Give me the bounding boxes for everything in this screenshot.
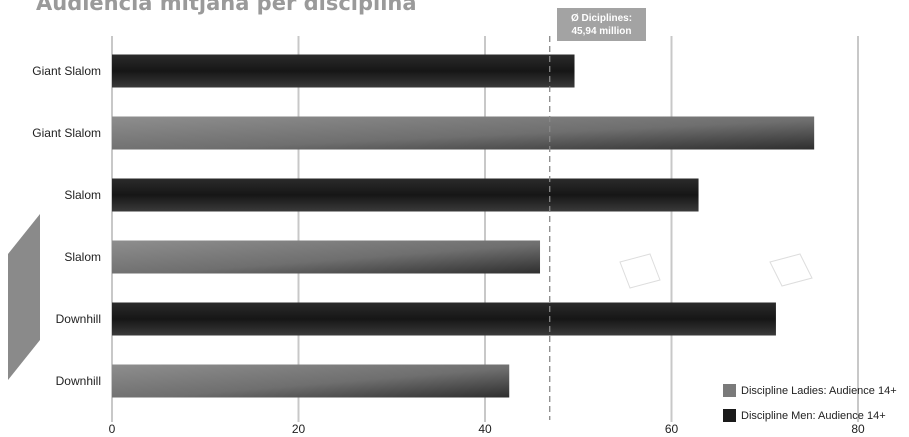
bar	[112, 364, 510, 398]
x-tick-label: 0	[109, 422, 116, 436]
bar	[112, 240, 541, 274]
legend-label: Discipline Ladies: Audience 14+	[741, 385, 897, 397]
x-tick-label: 80	[851, 422, 865, 436]
decorative-outline	[769, 253, 813, 287]
category-label: Slalom	[64, 250, 101, 264]
x-tick-label: 20	[292, 422, 306, 436]
category-label: Downhill	[56, 374, 101, 388]
bar	[112, 178, 699, 212]
chart-title: Audiencia mitjana per disciplina	[36, 0, 417, 15]
category-label: Downhill	[56, 312, 101, 326]
legend-swatch	[723, 409, 736, 422]
x-tick-label: 40	[478, 422, 492, 436]
bar	[112, 116, 815, 150]
legend-swatch	[723, 384, 736, 397]
category-label: Giant Slalom	[32, 126, 101, 140]
reference-label-box	[557, 8, 646, 41]
decorative-outline	[619, 253, 661, 289]
legend-label: Discipline Men: Audience 14+	[741, 410, 886, 422]
x-tick-label: 60	[665, 422, 679, 436]
bar	[112, 302, 776, 336]
category-label: Giant Slalom	[32, 64, 101, 78]
reference-label: Ø Diciplines:	[571, 13, 632, 24]
category-label: Slalom	[64, 188, 101, 202]
decorative-side-shape	[8, 214, 40, 380]
bar	[112, 54, 575, 88]
reference-value-label: 45,94 million	[571, 26, 631, 37]
